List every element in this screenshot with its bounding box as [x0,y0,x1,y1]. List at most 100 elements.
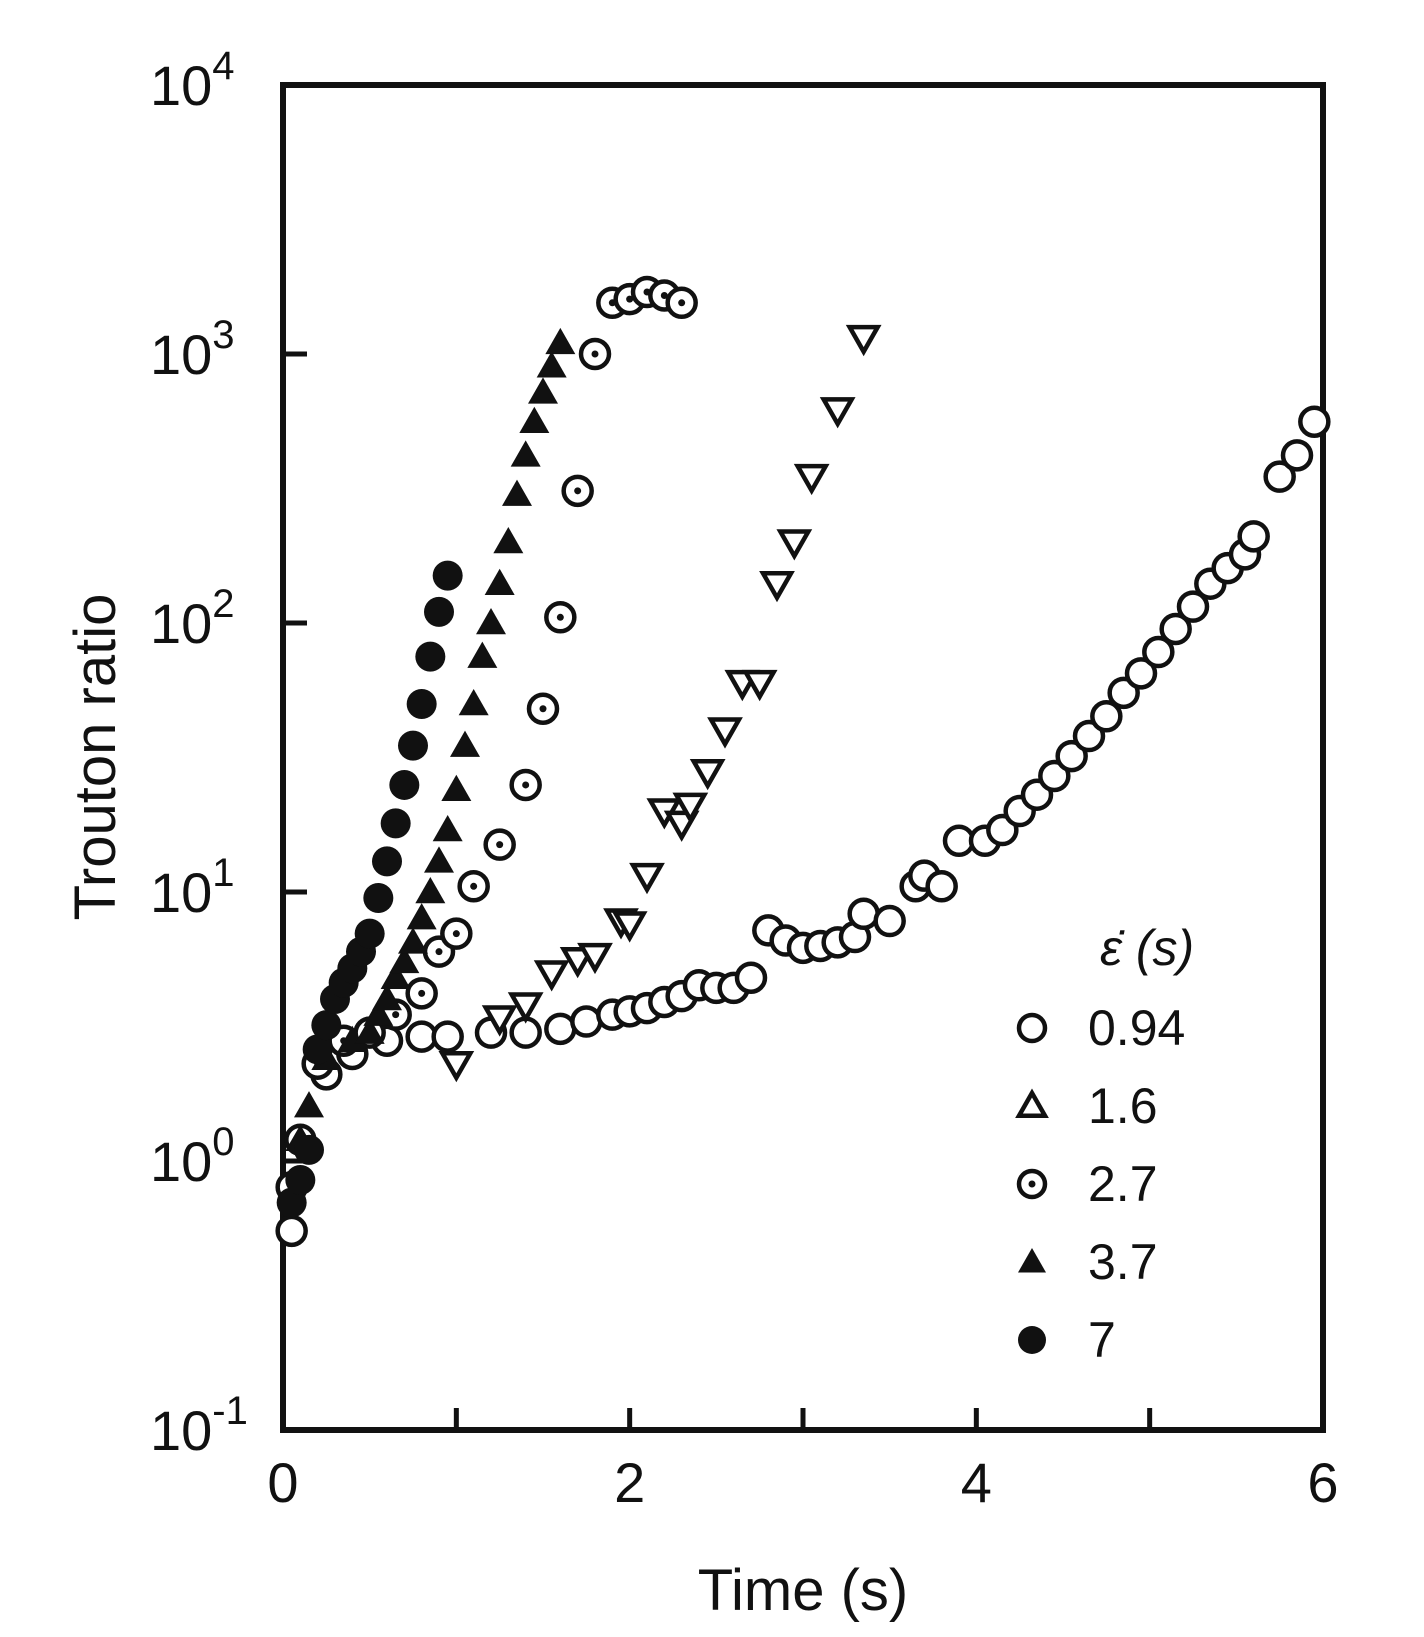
legend-label: 0.94 [1088,1000,1185,1056]
data-point [311,1010,342,1041]
data-point [1038,759,1071,793]
y-tick-label: 10-1 [150,1389,248,1462]
x-tick-label: 2 [614,1451,645,1514]
x-tick-label: 0 [267,1451,298,1514]
legend-item: 2.7 [1016,1156,1158,1212]
data-point [424,846,454,873]
axis-tick-labels: 0 2 4 6 10-1 100 101 102 103 104 [150,44,1339,1514]
data-point [570,1005,603,1038]
data-point [406,903,437,930]
data-point [389,946,420,974]
series-0.94 [275,405,1331,1248]
data-point [415,877,446,904]
data-point [450,730,480,757]
legend-label: 1.6 [1088,1078,1158,1134]
data-point [1072,719,1106,753]
data-point [845,324,882,357]
data-point [363,882,394,913]
legend-label: 2.7 [1088,1156,1158,1212]
data-point [380,962,411,989]
data-point [457,870,490,903]
data-point [1055,739,1088,773]
data-point [380,808,411,839]
data-point [847,897,880,931]
data-point [1280,439,1314,472]
data-point [672,792,709,824]
y-tick-label: 101 [150,851,235,924]
data-point [526,692,560,725]
data-point [372,984,402,1011]
data-point [372,846,402,877]
data-point [431,1020,464,1053]
data-point [481,1005,518,1037]
data-point [458,688,489,716]
data-point [432,560,463,591]
data-point [1090,700,1123,733]
series-7 [276,560,463,1218]
data-point [398,927,428,954]
data-point [398,730,428,761]
data-point [925,870,958,903]
legend-marker [1018,1248,1046,1273]
data-point [337,1025,368,1052]
y-tick-label: 104 [150,44,235,117]
data-point [577,942,613,975]
data-point [759,570,795,603]
legend-marker [1015,1088,1049,1118]
axis-ticks [280,82,1326,1433]
y-tick-label: 103 [150,313,235,386]
legend: ε̇ (s) 0.94 1.6 2.7 3.7 7 [1015,920,1194,1368]
data-point [561,474,594,508]
data-point [873,904,906,938]
data-point [294,1091,324,1118]
data-point [440,917,473,950]
data-point [424,596,454,627]
data-point [1142,635,1175,669]
data-point [302,1034,333,1065]
data-point [533,960,570,992]
data-point [545,327,576,355]
data-point [285,1164,316,1195]
data-point [1124,657,1158,690]
legend-item: 0.94 [1016,1000,1185,1056]
data-point [363,999,394,1026]
data-point [707,717,743,749]
data-point [509,768,542,802]
data-point [819,397,856,429]
y-axis-label: Trouton ratio [63,594,128,921]
data-point [507,992,544,1024]
legend-marker [1018,1326,1046,1354]
series-1.6 [438,324,882,1083]
data-point [741,669,778,702]
data-point [776,529,813,561]
x-tick-label: 6 [1307,1451,1338,1514]
data-point [1237,520,1270,553]
data-point [793,463,830,496]
y-tick-label: 102 [150,582,235,655]
data-point [438,1050,475,1083]
series-3.7 [285,327,576,1151]
x-tick-label: 4 [961,1451,992,1514]
legend-label: 3.7 [1088,1234,1158,1290]
data-point [519,406,550,433]
data-points [275,275,1331,1248]
data-point [294,1134,324,1165]
data-point [544,1012,577,1046]
data-point [1159,612,1192,646]
legend-item: 7 [1018,1312,1116,1368]
data-point [665,286,698,320]
data-point [354,918,385,949]
data-point [432,815,463,842]
legend-marker [1016,1012,1048,1044]
data-point [476,608,506,635]
data-point [536,351,567,378]
data-point [734,961,768,994]
data-point [389,769,420,800]
data-point [502,479,532,506]
data-point [467,641,498,668]
data-point [354,1017,385,1044]
data-point [483,828,516,861]
legend-title: ε̇ (s) [1100,920,1194,976]
data-point [1176,590,1210,623]
